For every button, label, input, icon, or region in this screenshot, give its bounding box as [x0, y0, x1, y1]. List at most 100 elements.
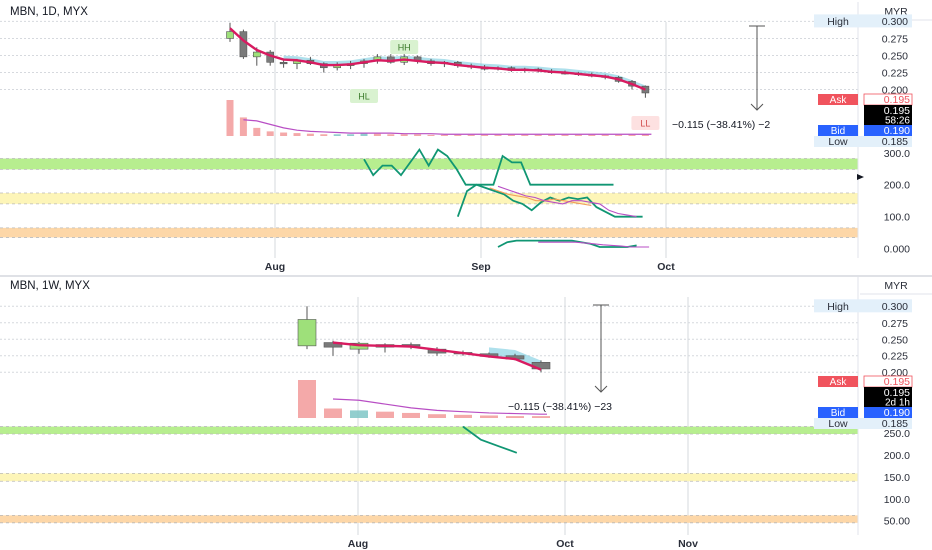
volume-bar — [298, 380, 316, 418]
countdown-timer: 2d 1h — [885, 398, 910, 409]
annotation-label: HL — [358, 92, 370, 102]
volume-bar — [347, 134, 355, 136]
bid-value-box — [864, 407, 912, 418]
volume-bar — [226, 100, 234, 136]
last-price: 0.195 — [884, 105, 910, 117]
high-value: 0.300 — [882, 16, 908, 28]
bid-label: Bid — [831, 408, 845, 419]
volume-bar — [350, 410, 368, 418]
candle-body — [279, 61, 288, 65]
measure-label: −0.115 (−38.41%) −2 — [672, 119, 770, 131]
indicator-tick-label: 100.0 — [884, 212, 910, 224]
x-tick-label: Nov — [678, 538, 698, 550]
last-price-tag — [864, 387, 912, 407]
volume-bar — [373, 133, 381, 136]
volume-bar — [454, 414, 472, 418]
bid-label-box — [818, 125, 858, 136]
indicator-tick-label: 100.0 — [884, 494, 910, 506]
volume-bar — [427, 134, 435, 136]
currency-label: MYR — [884, 280, 908, 292]
last-price-tag — [864, 105, 912, 125]
ask-label-box — [818, 376, 858, 387]
annotation-label: HH — [398, 43, 411, 53]
zone-yellow — [0, 473, 858, 482]
chart-title: MBN, 1W, MYX — [10, 280, 90, 292]
volume-bar — [588, 134, 596, 136]
low-value: 0.185 — [882, 418, 908, 430]
candle-body — [239, 31, 248, 58]
candle-body — [226, 31, 234, 39]
annotation-box — [390, 40, 419, 54]
volume-bar — [306, 133, 314, 136]
volume-ma-line — [332, 398, 547, 415]
zone-orange — [0, 227, 858, 238]
candle-body — [297, 319, 317, 347]
measure-arrow — [750, 103, 764, 111]
indicator-tick-label: 150.0 — [884, 472, 910, 484]
zone-yellow — [0, 193, 858, 204]
zone-orange — [0, 515, 858, 523]
zone-green — [0, 426, 858, 434]
high-value: 0.300 — [882, 301, 908, 313]
last-price: 0.195 — [884, 387, 910, 399]
high-label: High — [827, 16, 849, 28]
candle-body — [253, 51, 261, 58]
low-label: Low — [828, 136, 848, 148]
volume-bar — [253, 127, 261, 136]
price-tick-label: 0.250 — [882, 50, 908, 62]
volume-bar — [293, 133, 301, 136]
ask-value: 0.195 — [884, 94, 910, 106]
indicator-line-green — [497, 239, 637, 248]
volume-bar — [440, 134, 448, 136]
ask-label-box — [818, 94, 858, 105]
chart-panel-weekly: −0.115 (−38.41%) −23 MBN, 1W, MYX MYR 0.300… — [0, 275, 932, 550]
volume-bar — [239, 117, 247, 136]
volume-bar — [324, 408, 342, 418]
low-label: Low — [828, 418, 848, 430]
indicator-tick-label: 200.0 — [884, 180, 910, 192]
arrow-marker-icon — [857, 174, 864, 180]
indicator-line-green — [462, 425, 518, 454]
volume-bar — [532, 416, 550, 418]
annotation-label: LL — [640, 119, 650, 129]
indicator-tick-label: 0.000 — [884, 244, 910, 256]
price-tick-label: 0.200 — [882, 85, 908, 97]
price-tick-label: 0.275 — [882, 33, 908, 45]
volume-bar — [561, 134, 569, 136]
x-tick-label: Sep — [471, 261, 490, 273]
volume-bar — [376, 411, 394, 418]
indicator-line-orange — [489, 187, 592, 207]
indicator-line-green — [456, 183, 643, 218]
cloud-band — [283, 55, 646, 91]
annotation-box — [631, 116, 660, 130]
bid-value: 0.190 — [884, 125, 910, 137]
volume-bar — [494, 134, 502, 136]
indicator-tick-label: 50.00 — [884, 516, 910, 528]
volume-bar — [506, 416, 524, 418]
annotation-box — [350, 89, 378, 103]
volume-bar — [387, 134, 395, 136]
x-tick-label: Oct — [657, 261, 675, 273]
price-tick-label: 0.225 — [882, 68, 908, 80]
high-label: High — [827, 301, 849, 313]
volume-bar — [615, 134, 623, 136]
volume-bar — [574, 134, 582, 136]
volume-bar — [266, 131, 274, 136]
bid-value: 0.190 — [884, 407, 910, 419]
price-tick-label: 0.225 — [882, 351, 908, 363]
ask-label: Ask — [830, 95, 848, 106]
price-tick-label: 0.250 — [882, 334, 908, 346]
moving-average-line — [332, 341, 542, 371]
volume-bar — [400, 134, 408, 136]
volume-bar — [320, 134, 328, 136]
volume-bar — [360, 133, 368, 136]
volume-bar — [454, 134, 462, 136]
volume-bar — [481, 134, 489, 136]
ask-label: Ask — [830, 377, 848, 388]
volume-bar — [507, 134, 515, 136]
high-label-box — [814, 299, 912, 313]
volume-bar — [548, 134, 556, 136]
low-label-box — [814, 136, 912, 147]
